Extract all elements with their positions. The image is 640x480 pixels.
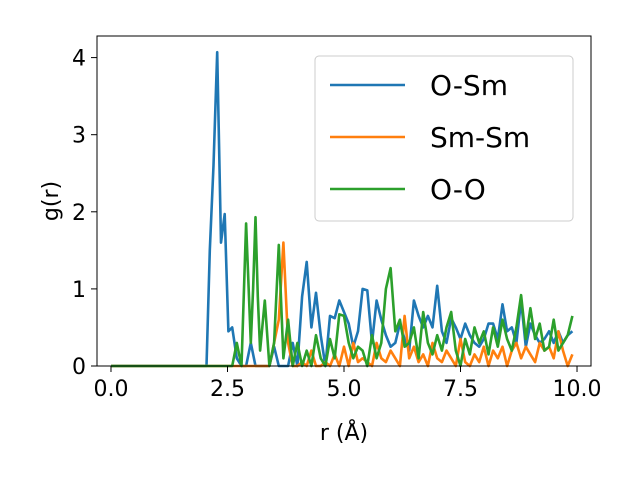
y-axis-label: g(r) <box>39 181 64 221</box>
legend-box <box>314 55 574 222</box>
x-tick-label: 7.5 <box>443 377 478 402</box>
x-tick-label: 2.5 <box>210 377 245 402</box>
y-tick-label: 2 <box>72 201 86 226</box>
legend-entry-o-sm: O-Sm <box>430 69 508 102</box>
legend-entry-o-o: O-O <box>430 173 486 206</box>
legend: O-Sm Sm-Sm O-O <box>314 55 574 222</box>
y-tick-label: 3 <box>72 124 86 149</box>
y-tick-label: 1 <box>72 278 86 303</box>
y-tick-label: 4 <box>72 47 86 72</box>
x-axis: 0.0 2.5 5.0 7.5 10.0 <box>93 366 602 402</box>
x-tick-label: 10.0 <box>553 377 602 402</box>
y-tick-label: 0 <box>72 355 86 380</box>
series-line-o-o <box>111 215 574 368</box>
y-axis: 0 1 2 3 4 <box>72 47 97 380</box>
x-axis-label: r (Å) <box>320 419 368 446</box>
legend-entry-sm-sm: Sm-Sm <box>430 121 530 154</box>
x-tick-label: 0.0 <box>93 377 128 402</box>
x-tick-label: 5.0 <box>327 377 362 402</box>
